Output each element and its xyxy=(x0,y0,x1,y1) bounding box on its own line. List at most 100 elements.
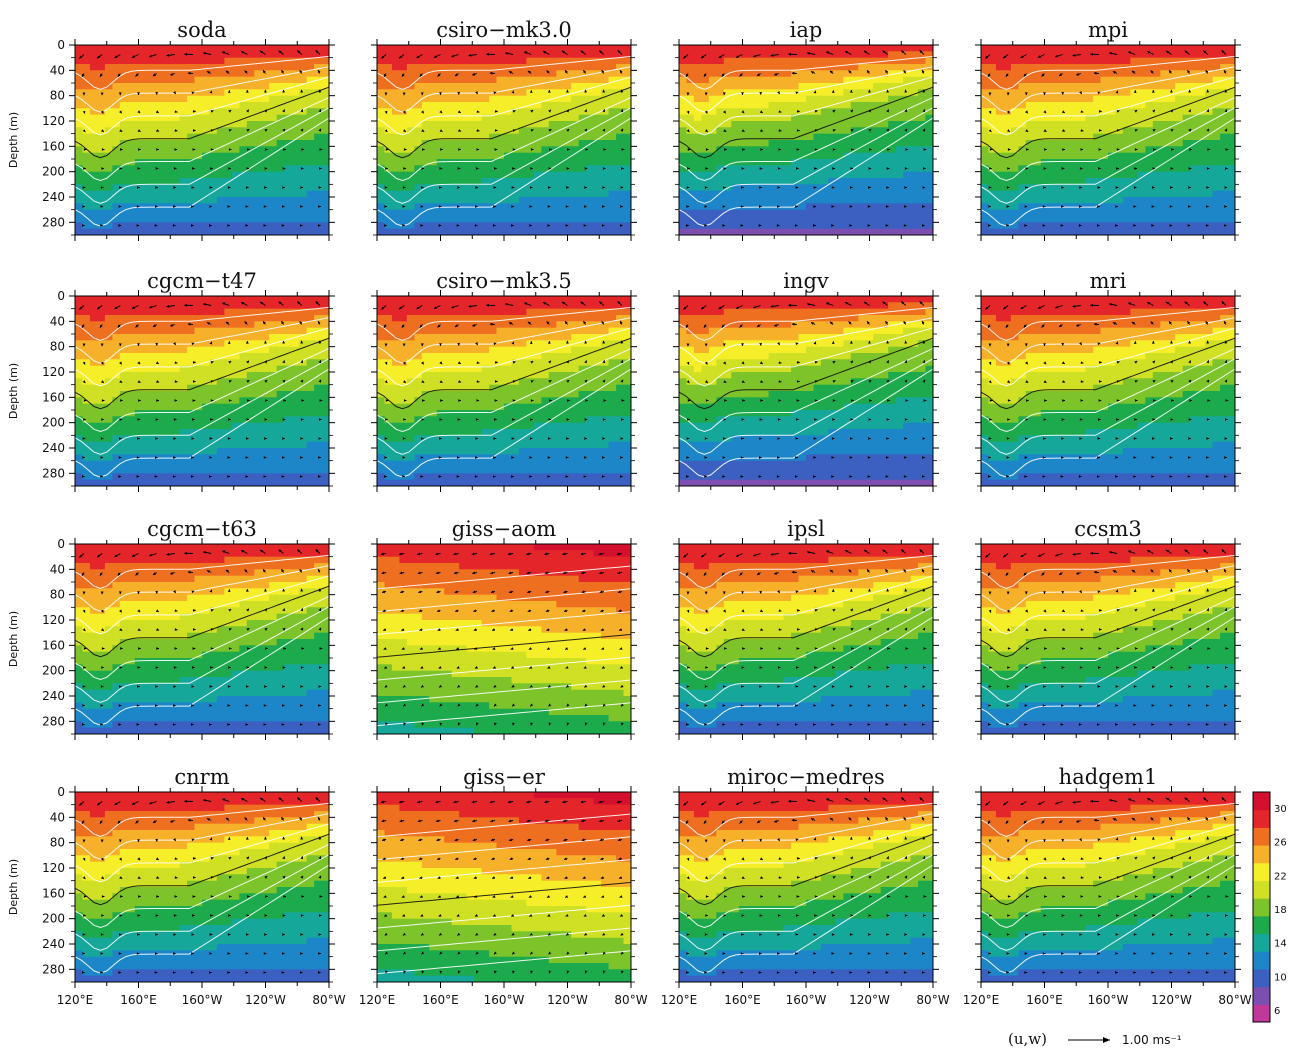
vector-legend-arrowhead xyxy=(1103,1037,1110,1043)
colorbar-swatch xyxy=(1253,933,1270,952)
colorbar-swatch xyxy=(1253,951,1270,970)
velocity-vectors xyxy=(985,49,1229,227)
panel-12: cnrm 0 40 80 120 160 200 240 280 Depth (m) xyxy=(7,765,335,988)
temperature-field xyxy=(75,296,329,486)
y-tick-label: 280 xyxy=(42,215,65,229)
colorbar-swatch xyxy=(1253,968,1270,988)
y-tick-label: 240 xyxy=(42,441,65,455)
velocity-vectors xyxy=(683,300,927,478)
colorbar-swatch xyxy=(1253,792,1270,811)
panel-5: csiro−mk3.5 xyxy=(371,269,637,492)
y-tick-label: 160 xyxy=(42,638,65,652)
panel-title: mri xyxy=(1090,269,1127,293)
vector-legend-label: (u,w) xyxy=(1008,1030,1047,1048)
colorbar-swatch xyxy=(1253,986,1270,1005)
x-tick-label: 160°E xyxy=(1026,993,1063,1007)
panel-title: cgcm−t47 xyxy=(147,269,257,293)
velocity-vectors xyxy=(79,300,323,478)
colorbar-swatch xyxy=(1253,845,1270,864)
x-tick-label: 160°E xyxy=(120,993,157,1007)
colorbar: 30 26 22 18 14 10 6 xyxy=(1252,791,1287,1023)
colorbar-label: 10 xyxy=(1274,972,1287,983)
y-tick-label: 200 xyxy=(42,912,65,926)
colorbar-swatch xyxy=(1253,1004,1270,1023)
panel-title: ipsl xyxy=(787,517,825,541)
temperature-field xyxy=(981,792,1235,982)
y-axis-label: Depth (m) xyxy=(7,611,20,667)
panel-4: cgcm−t47 0 40 80 120 160 200 240 280 Depth (m) xyxy=(7,269,335,492)
x-tick-label: 80°W xyxy=(916,993,949,1007)
x-tick-label: 80°W xyxy=(1218,993,1251,1007)
y-tick-label: 40 xyxy=(50,314,65,328)
panel-title: soda xyxy=(177,18,226,42)
colorbar-swatch xyxy=(1253,827,1270,846)
panel-11: ccsm3 xyxy=(975,517,1241,740)
y-tick-label: 120 xyxy=(42,861,65,875)
panel-2: iap xyxy=(673,18,939,241)
x-tick-label: 160°E xyxy=(422,993,459,1007)
x-tick-label: 120°E xyxy=(661,993,698,1007)
y-tick-label: 80 xyxy=(50,89,65,103)
x-tick-label: 80°W xyxy=(614,993,647,1007)
y-tick-label: 280 xyxy=(42,962,65,976)
velocity-vectors xyxy=(683,796,927,974)
x-tick-label: 160°W xyxy=(182,993,223,1007)
panel-title: csiro−mk3.5 xyxy=(436,269,572,293)
temperature-field xyxy=(679,296,933,486)
colorbar-label: 30 xyxy=(1274,804,1287,815)
y-tick-label: 40 xyxy=(50,63,65,77)
panel-7: mri xyxy=(975,269,1241,492)
temperature-field xyxy=(377,544,631,734)
y-tick-label: 240 xyxy=(42,937,65,951)
panel-title: miroc−medres xyxy=(727,765,885,789)
panel-grid: soda 0 40 80 120 160 200 240 280 Depth (m) csiro−m… xyxy=(7,18,1241,988)
temperature-field xyxy=(377,296,631,486)
temperature-field xyxy=(981,45,1235,235)
x-tick-label: 120°W xyxy=(1151,993,1192,1007)
y-tick-label: 200 xyxy=(42,165,65,179)
velocity-vectors xyxy=(380,552,624,726)
velocity-vectors xyxy=(683,49,927,227)
panel-1: csiro−mk3.0 xyxy=(371,18,637,241)
colorbar-label: 22 xyxy=(1274,871,1287,882)
x-tick-label: 120°W xyxy=(849,993,890,1007)
x-tick-label: 160°W xyxy=(1088,993,1129,1007)
panel-8: cgcm−t63 0 40 80 120 160 200 240 280 Depth (m) xyxy=(7,517,335,740)
velocity-vectors xyxy=(79,796,323,974)
panel-0: soda 0 40 80 120 160 200 240 280 Depth (m) xyxy=(7,18,335,241)
x-tick-label: 120°W xyxy=(245,993,286,1007)
colorbar-swatches xyxy=(1252,791,1271,1023)
y-tick-label: 240 xyxy=(42,190,65,204)
panel-title: giss−aom xyxy=(452,517,556,541)
colorbar-frame xyxy=(1252,791,1271,1023)
y-tick-label: 40 xyxy=(50,810,65,824)
x-tick-label: 160°W xyxy=(484,993,525,1007)
y-tick-label: 0 xyxy=(57,289,65,303)
y-tick-label: 240 xyxy=(42,689,65,703)
x-tick-label: 160°E xyxy=(724,993,761,1007)
colorbar-label: 6 xyxy=(1274,1006,1280,1017)
panel-title: cgcm−t63 xyxy=(147,517,257,541)
velocity-vectors xyxy=(79,49,323,227)
temperature-field xyxy=(679,544,933,734)
colorbar-label: 18 xyxy=(1274,905,1287,916)
y-axis-label: Depth (m) xyxy=(7,363,20,419)
panel-title: cnrm xyxy=(174,765,229,789)
velocity-vectors xyxy=(683,548,927,726)
x-tick-label: 120°E xyxy=(359,993,396,1007)
x-tick-label: 120°E xyxy=(963,993,1000,1007)
colorbar-swatch xyxy=(1253,880,1270,899)
y-tick-label: 200 xyxy=(42,416,65,430)
temperature-field xyxy=(981,544,1235,734)
x-tick-label: 120°E xyxy=(57,993,94,1007)
panel-6: ingv xyxy=(673,269,939,492)
panel-15: hadgem1 xyxy=(975,765,1241,988)
panel-title: iap xyxy=(790,18,823,42)
temperature-field xyxy=(981,296,1235,486)
velocity-vectors xyxy=(985,548,1229,726)
y-tick-label: 160 xyxy=(42,139,65,153)
panel-title: ingv xyxy=(783,269,829,293)
y-tick-label: 80 xyxy=(50,836,65,850)
y-tick-label: 80 xyxy=(50,340,65,354)
